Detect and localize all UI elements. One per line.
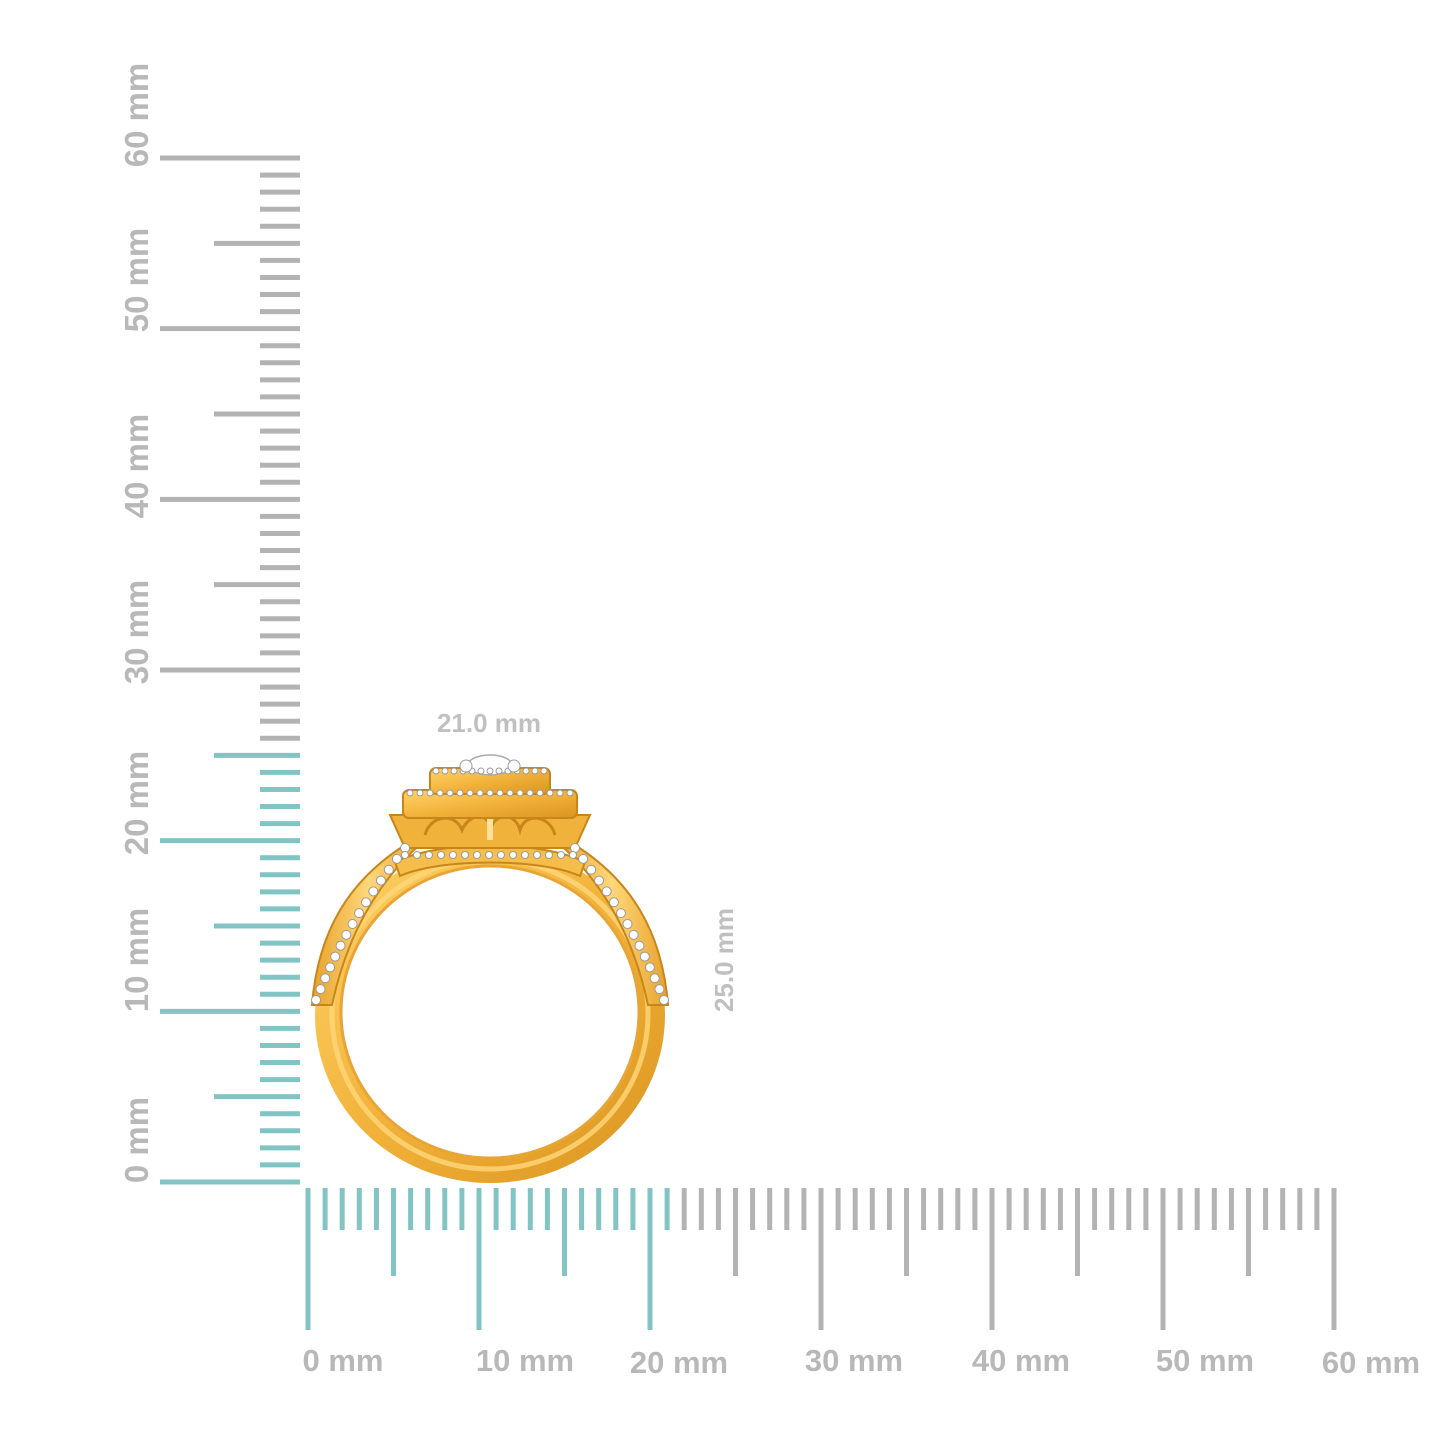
pave-diamond [649,973,660,984]
pave-diamond [476,789,484,797]
pave-diamond [347,919,358,929]
pave-diamond [496,789,504,797]
pave-diamond [497,851,505,859]
vruler-label-30: 30 mm [118,580,155,685]
pave-diamond [450,767,458,775]
width-measurement-label: 21.0 mm [437,708,541,738]
pave-diamond [425,851,433,859]
pave-diamond [311,995,321,1005]
pave-diamond [570,843,580,853]
pave-diamond [531,767,539,775]
hruler-label-60: 60 mm [1322,1345,1420,1380]
hruler-label-50: 50 mm [1156,1343,1254,1378]
pave-diamond [639,951,650,962]
pave-diamond [594,875,605,886]
pave-diamond [406,789,414,797]
vertical-ruler-labels: 0 mm 10 mm 20 mm 30 mm 40 mm 50 mm 60 mm [118,63,155,1183]
vruler-label-10: 10 mm [118,908,155,1013]
pave-diamond [546,789,554,797]
pave-diamond [506,789,514,797]
pave-diamond [601,886,612,897]
pave-diamond [477,767,485,775]
pave-diamond [446,789,454,797]
pave-diamond [456,789,464,797]
pave-diamond [516,789,524,797]
pave-diamond [335,940,346,951]
pave-diamond [608,897,619,908]
pave-diamond [459,759,473,773]
pave-diamond [361,897,372,908]
pave-diamond [522,767,530,775]
hruler-label-0: 0 mm [303,1343,384,1378]
vruler-label-0: 0 mm [118,1097,155,1183]
pave-diamond [436,789,444,797]
pave-diamond [545,851,553,859]
pave-diamond [416,789,424,797]
pave-diamond [330,951,341,962]
vruler-label-40: 40 mm [118,414,155,519]
pave-diamond [375,875,386,886]
pave-diamond [509,851,517,859]
pave-diamond [634,940,645,951]
pave-diamond [622,919,633,929]
pave-diamond [536,789,544,797]
pave-diamond [449,851,457,859]
pave-diamond [441,767,449,775]
ring-band-inner [339,864,641,1160]
pave-diamond [368,886,379,897]
pave-diamond [578,853,589,864]
pave-diamond [325,962,336,973]
ring-image [310,754,670,1183]
pave-diamond [391,853,402,864]
vruler-label-20: 20 mm [118,751,155,856]
pave-diamond [654,984,665,995]
horizontal-ruler-labels: 0 mm 10 mm 20 mm 30 mm 40 mm 50 mm 60 mm [303,1343,1421,1380]
vertical-ruler [160,155,300,1185]
pave-diamond [473,851,481,859]
pave-diamond [461,851,469,859]
pave-diamond [507,759,521,773]
pave-diamond [426,789,434,797]
pave-diamond [485,851,493,859]
pave-diamond [413,851,421,859]
hruler-label-10: 10 mm [476,1343,574,1378]
pave-diamond [432,767,440,775]
pave-diamond [521,851,529,859]
pave-diamond [615,908,626,919]
hruler-label-30: 30 mm [805,1343,903,1378]
pave-diamonds [311,759,669,1005]
pave-diamond [320,973,331,984]
vruler-label-60: 60 mm [118,63,155,168]
pave-diamond [495,767,503,775]
pave-diamond [354,908,365,919]
hruler-label-40: 40 mm [972,1343,1070,1378]
pave-diamond [486,767,494,775]
pave-diamond [586,864,597,875]
pave-diamond [341,929,352,940]
height-measurement-label: 25.0 mm [709,908,739,1012]
pave-diamond [383,864,394,875]
pave-diamond [566,789,574,797]
pave-diamond [540,767,548,775]
pave-diamond [556,789,564,797]
pave-diamond [659,995,669,1005]
pave-diamond [486,789,494,797]
hruler-label-20: 20 mm [630,1345,728,1380]
pave-diamond [628,929,639,940]
pave-diamond [644,962,655,973]
pave-diamond [466,789,474,797]
pave-diamond [569,851,577,859]
pave-diamond [401,851,409,859]
pave-diamond [533,851,541,859]
horizontal-ruler [305,1188,1337,1330]
pave-diamond [526,789,534,797]
pave-diamond [437,851,445,859]
pave-diamond [557,851,565,859]
vruler-label-50: 50 mm [118,228,155,333]
pave-diamond [315,984,326,995]
